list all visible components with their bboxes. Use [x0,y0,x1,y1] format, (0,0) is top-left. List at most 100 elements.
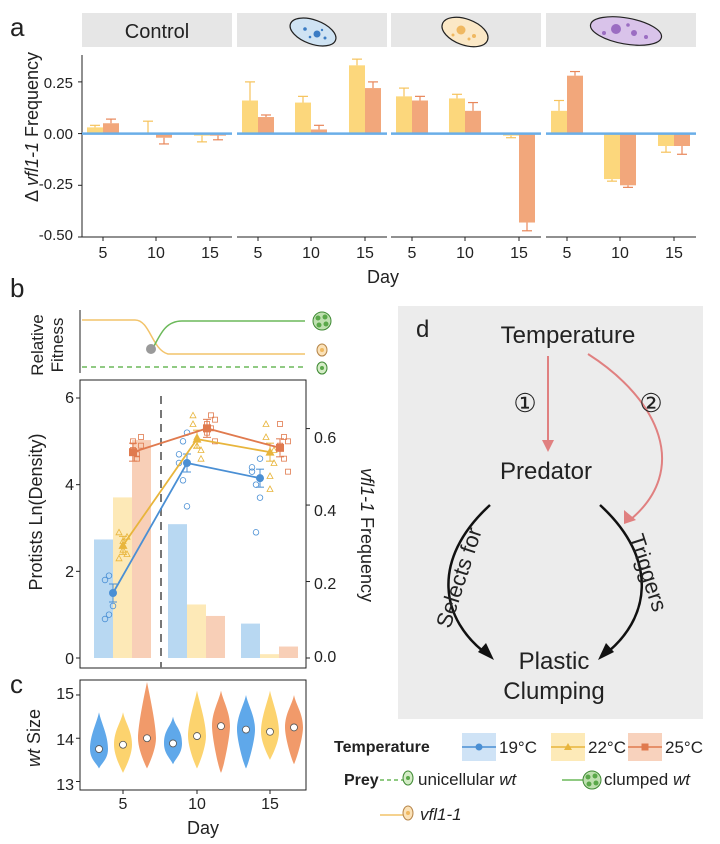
replicate-point [252,481,260,488]
panel-b-y-tick-left: 0 [65,651,74,668]
facet-strip-title: Control [125,21,189,43]
violin-median [266,727,274,736]
frequency-bar [168,524,187,658]
x-tick-label: 5 [408,245,417,262]
replicate-point [183,503,191,510]
panel-label-b: b [10,273,24,303]
arrow-head-1 [542,440,554,452]
violin-median [119,740,127,749]
bar [242,100,258,134]
replicate-point [197,454,205,462]
violin-median [217,722,225,731]
replicate-point [248,464,256,471]
frequency-bar [206,615,225,658]
panel-label-c: c [10,669,23,699]
legend-temperature-title: Temperature [334,739,430,756]
frequency-bar [132,440,151,658]
panel-b-ylabel-right: vfl1-1 Frequency [357,468,377,602]
ciliate-icon [289,17,337,47]
replicate-point [281,455,287,462]
replicate-point [285,468,291,475]
legend-19-label: 19°C [499,738,537,757]
predator-node: Predator [500,458,592,485]
replicate-point [189,420,197,427]
facet-strip [82,13,232,47]
arrow-head-2 [624,510,636,524]
panel-c-y-tick: 14 [56,732,74,749]
violin [138,682,156,769]
bar [567,75,583,134]
fitness-label-line1: Relative [28,314,47,375]
panel-a-y-axis: 0.25 0.00 -0.25 -0.50 [39,75,73,244]
replicate-point [175,451,183,458]
panel-d: d Temperature Predator Plastic Clumping … [398,306,703,719]
replicate-point [266,485,274,492]
violin [261,690,279,760]
panel-c-ylabel: wt Size [24,709,44,767]
replicate-point [248,468,256,475]
frequency-bar [94,539,113,658]
panel-b-y-tick-right: 0.0 [314,649,336,666]
replicate-point [138,442,144,449]
x-tick-label: 15 [665,245,683,262]
replicate-point [270,446,278,453]
bar [365,88,381,134]
vfl1-1-icon [316,343,328,357]
violin-median [95,745,103,753]
unicellular-wt-legend-icon [402,770,414,786]
density-marker [118,540,128,549]
violin-median [143,734,151,743]
panel-b-frame [79,379,307,669]
replicate-point [277,421,283,427]
replicate-point [115,528,123,536]
replicate-point [256,455,264,462]
violin-median [242,725,250,734]
legend-clumped-label: clumped wt [604,770,691,789]
replicate-point [266,472,274,479]
bar [465,110,481,134]
arrow-selects-for [447,504,491,657]
replicate-point [101,615,109,623]
panel-b-main: Protists Ln(Density) vfl1-1 Frequency 6 … [26,379,377,669]
bar [551,110,567,134]
bar [519,133,535,223]
x-tick-label: 10 [302,245,320,262]
x-tick-label: 10 [611,245,629,262]
vfl1-1-legend-icon [402,805,414,821]
circle-2-label: ② [639,388,662,418]
bar [674,133,690,146]
legend-19-marker [475,743,483,751]
bar [311,129,327,134]
replicate-point [115,554,123,562]
x-tick-label: 15 [201,245,219,262]
arrow-triggers [599,504,643,656]
panel-c: wt Size 15 14 13 5 10 15 Day [24,679,307,838]
panel-c-x-tick: 5 [119,796,128,813]
bar [604,133,620,180]
x-tick-label: 5 [99,245,108,262]
replicate-point [281,434,287,440]
fitness-curve-vfl1-1 [82,319,305,355]
panel-b-y-tick-right: 0.6 [314,430,336,447]
replicate-point [208,412,214,419]
panel-c-xlabel: Day [187,818,219,838]
density-marker [256,474,264,483]
frequency-bar [187,604,206,658]
panel-a-y-tick: 0.00 [44,126,73,143]
violin [90,712,108,769]
clumped-wt-icon [312,311,332,331]
fitness-curve-clumped-wt [151,320,305,351]
density-marker [192,434,202,443]
panel-b-y-tick-left: 6 [65,390,74,407]
legend-clumped-wt: clumped wt [562,770,691,790]
replicate-point [189,411,197,419]
panel-c-y-tick: 13 [56,777,74,794]
flagellate-icon [589,16,663,46]
legend-25-marker [641,743,649,751]
legend-unicellular-label: unicellular wt [418,770,518,789]
panel-b-ylabel-left: Protists Ln(Density) [26,433,46,590]
panel-a: Δ vfl1-1 Frequency 0.25 0.00 -0.25 -0.50… [22,13,696,287]
bar [396,96,412,134]
panel-a-y-tick: 0.25 [44,75,73,92]
temperature-node: Temperature [501,322,636,349]
